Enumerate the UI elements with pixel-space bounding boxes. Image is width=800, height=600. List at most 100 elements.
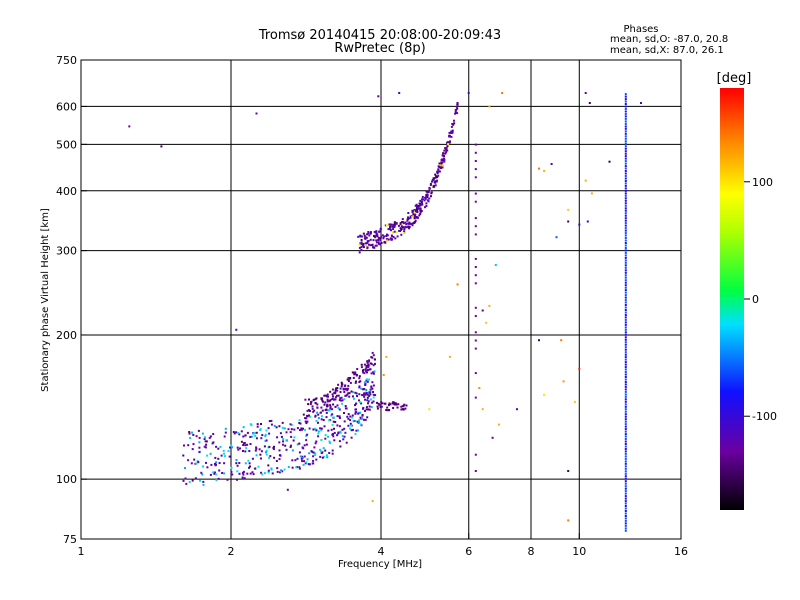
data-point xyxy=(329,442,332,444)
data-point xyxy=(348,392,351,395)
data-point xyxy=(342,438,345,441)
data-point xyxy=(440,159,443,162)
data-point xyxy=(455,105,458,108)
data-point xyxy=(272,448,275,451)
data-point xyxy=(624,455,627,458)
data-point xyxy=(370,356,373,359)
data-point xyxy=(346,415,349,418)
data-point xyxy=(388,223,391,226)
data-point xyxy=(624,281,627,284)
data-point xyxy=(246,472,249,475)
data-point xyxy=(586,220,589,223)
data-point xyxy=(624,358,627,361)
data-point xyxy=(624,234,627,237)
data-point xyxy=(369,232,372,235)
data-point xyxy=(326,400,329,403)
data-point xyxy=(344,384,347,387)
data-point xyxy=(197,429,200,432)
data-point xyxy=(392,228,395,230)
data-point xyxy=(419,204,422,207)
data-point xyxy=(411,209,414,212)
data-point xyxy=(294,459,297,462)
data-point xyxy=(307,409,310,412)
data-point xyxy=(282,438,285,441)
data-point xyxy=(380,236,383,239)
data-point xyxy=(241,476,244,479)
data-point xyxy=(624,452,627,455)
data-point xyxy=(393,221,396,224)
data-point xyxy=(624,356,627,359)
data-point xyxy=(305,439,308,442)
data-point xyxy=(454,112,457,115)
data-point xyxy=(624,162,627,165)
data-point xyxy=(360,423,363,426)
data-point xyxy=(195,435,198,438)
data-point xyxy=(278,441,281,444)
data-point xyxy=(320,427,323,430)
data-point xyxy=(365,392,368,394)
data-point xyxy=(424,197,427,200)
data-point xyxy=(362,388,364,391)
chart-title: Tromsø 20140415 20:08:00-20:09:43 xyxy=(258,28,501,43)
data-point xyxy=(298,467,301,470)
data-point xyxy=(311,462,314,465)
data-point xyxy=(624,326,627,329)
data-point xyxy=(332,403,335,406)
data-point xyxy=(212,433,215,435)
data-point xyxy=(369,388,372,391)
data-point xyxy=(624,522,627,525)
data-point xyxy=(379,228,382,231)
data-point xyxy=(183,444,185,447)
data-point xyxy=(474,347,477,350)
data-point xyxy=(304,420,307,423)
data-point xyxy=(306,433,309,436)
data-point xyxy=(339,391,342,393)
data-point xyxy=(415,216,418,218)
data-point xyxy=(190,462,193,465)
data-point xyxy=(404,225,407,228)
data-point xyxy=(354,381,357,384)
data-point xyxy=(278,454,281,457)
data-point xyxy=(340,381,343,384)
data-point xyxy=(392,235,395,238)
data-point xyxy=(255,446,258,449)
data-point xyxy=(252,432,255,435)
data-point xyxy=(624,515,627,517)
data-point xyxy=(268,445,271,448)
data-point xyxy=(223,462,226,465)
data-point xyxy=(343,435,346,438)
data-point xyxy=(474,274,477,277)
data-point xyxy=(390,238,393,241)
data-point xyxy=(353,373,356,376)
data-point xyxy=(387,404,390,407)
data-point xyxy=(251,471,254,474)
data-point xyxy=(394,402,397,405)
data-point xyxy=(324,449,327,452)
data-point xyxy=(425,194,428,196)
data-point xyxy=(624,259,627,262)
data-point xyxy=(255,112,258,115)
data-point xyxy=(348,377,351,379)
data-point xyxy=(367,232,370,235)
data-point xyxy=(624,398,627,401)
data-point xyxy=(359,242,362,245)
data-point xyxy=(448,134,451,137)
data-point xyxy=(311,405,314,408)
data-point xyxy=(326,405,329,407)
data-point xyxy=(372,372,375,375)
data-point xyxy=(377,402,380,405)
data-point xyxy=(383,235,386,238)
data-point xyxy=(315,440,318,443)
data-point xyxy=(624,167,627,170)
data-point xyxy=(314,454,317,456)
data-point xyxy=(336,404,339,407)
data-point xyxy=(429,187,431,190)
data-point xyxy=(244,450,247,453)
data-point xyxy=(358,419,361,422)
data-point xyxy=(292,439,295,442)
data-point xyxy=(255,447,258,450)
data-point xyxy=(624,224,627,227)
data-point xyxy=(386,239,389,242)
data-point xyxy=(267,427,270,430)
data-point xyxy=(420,200,423,203)
